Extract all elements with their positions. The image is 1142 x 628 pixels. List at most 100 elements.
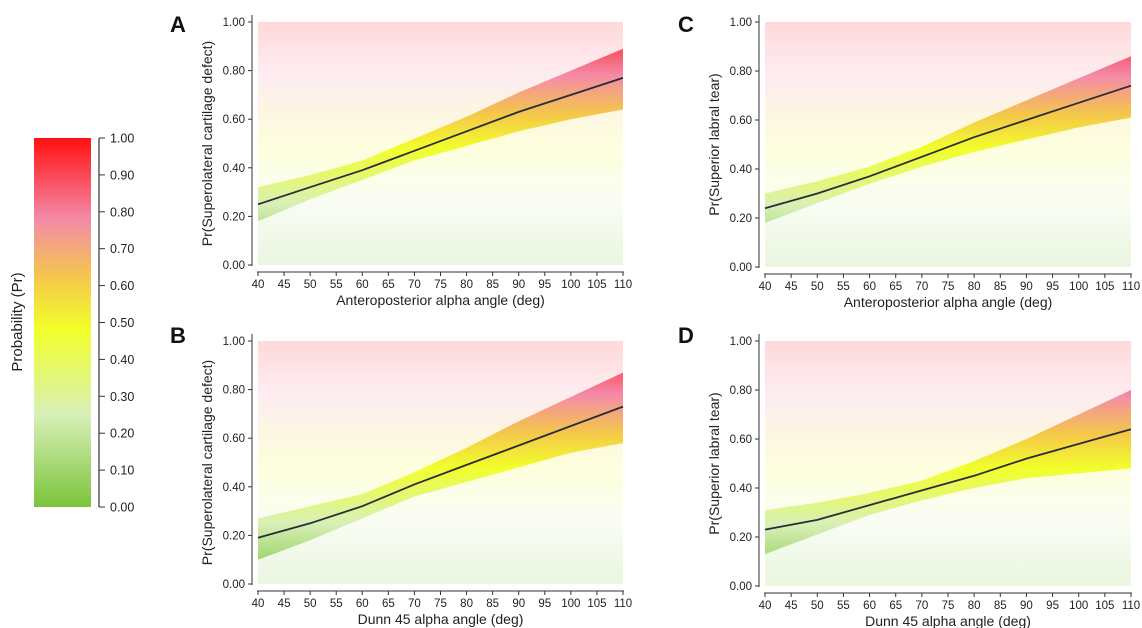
- colorbar-gradient: [34, 138, 91, 507]
- x-tick-label: 65: [889, 281, 902, 293]
- x-tick-label: 100: [1069, 281, 1088, 293]
- x-tick-label: 75: [942, 600, 955, 612]
- x-tick-label: 50: [304, 279, 317, 291]
- x-tick-label: 60: [356, 279, 369, 291]
- x-tick-label: 70: [915, 281, 928, 293]
- colorbar-tick-label: 0.60: [110, 279, 134, 293]
- y-tick-label: 1.00: [223, 17, 245, 29]
- x-tick-label: 100: [561, 279, 580, 291]
- x-tick-label: 55: [837, 281, 850, 293]
- x-tick-label: 40: [252, 598, 265, 610]
- x-tick-label: 90: [1020, 600, 1033, 612]
- x-tick-label: 45: [785, 600, 798, 612]
- x-tick-label: 90: [1020, 281, 1033, 293]
- panel-b: 0.00 0.20 0.40 0.60 0.80 1.00 40 45 50 55 60 65 70 75…: [170, 323, 632, 627]
- x-tick-label: 70: [408, 598, 421, 610]
- colorbar-tick-label: 0.90: [110, 168, 134, 182]
- y-tick-label: 0.40: [223, 482, 245, 494]
- x-tick-label: 70: [408, 279, 421, 291]
- y-tick-label: 1.00: [730, 17, 752, 29]
- x-tick-label: 110: [614, 279, 632, 291]
- x-tick-label: 40: [252, 279, 265, 291]
- colorbar-legend: Probability (Pr) 0.00 0.10 0.20 0.30 0.40 0.5…: [9, 132, 134, 515]
- y-tick-label: 0.40: [730, 164, 752, 176]
- y-axis-label: Pr(Superior labral tear): [706, 392, 722, 534]
- x-tick-label: 105: [587, 598, 606, 610]
- confidence-band: [258, 48, 623, 222]
- x-tick-label: 65: [889, 600, 902, 612]
- x-tick-label: 45: [278, 279, 291, 291]
- x-tick-label: 90: [512, 598, 525, 610]
- x-tick-label: 105: [587, 279, 606, 291]
- x-tick-label: 105: [1095, 281, 1114, 293]
- y-tick-label: 0.80: [223, 66, 245, 78]
- x-tick-label: 80: [460, 279, 473, 291]
- colorbar-tick-label: 0.50: [110, 316, 134, 330]
- x-axis-label: Anteroposterior alpha angle (deg): [844, 294, 1053, 310]
- x-tick-label: 85: [994, 281, 1007, 293]
- x-tick-label: 75: [434, 279, 447, 291]
- x-tick-label: 40: [759, 281, 772, 293]
- colorbar-tick-label: 0.80: [110, 205, 134, 219]
- x-tick-label: 60: [863, 600, 876, 612]
- panel-letter: D: [678, 323, 694, 348]
- x-tick-label: 40: [759, 600, 772, 612]
- confidence-band: [258, 372, 623, 560]
- x-tick-label: 80: [460, 598, 473, 610]
- y-tick-label: 0.80: [730, 385, 752, 397]
- x-tick-label: 100: [1069, 600, 1088, 612]
- x-tick-label: 85: [994, 600, 1007, 612]
- colorbar-tick-label: 0.40: [110, 353, 134, 367]
- probability-line: [257, 405, 624, 539]
- y-tick-label: 0.20: [730, 213, 752, 225]
- x-axis-label: Dunn 45 alpha angle (deg): [358, 611, 524, 627]
- x-tick-label: 80: [968, 281, 981, 293]
- colorbar-tick-label: 1.00: [110, 132, 134, 146]
- x-tick-label: 55: [330, 279, 343, 291]
- y-tick-label: 0.80: [223, 385, 245, 397]
- y-tick-label: 0.60: [223, 114, 245, 126]
- x-tick-label: 95: [1046, 281, 1059, 293]
- y-tick-label: 0.00: [223, 579, 245, 591]
- panel-a: 0.00 0.20 0.40 0.60 0.80 1.00 40 45 50 55 60 65 70 75…: [170, 12, 632, 308]
- y-axis-label: Pr(Superolateral cartilage defect): [199, 360, 215, 565]
- x-tick-label: 50: [304, 598, 317, 610]
- x-tick-label: 65: [382, 598, 395, 610]
- x-tick-label: 55: [330, 598, 343, 610]
- y-tick-label: 0.60: [730, 434, 752, 446]
- y-tick-label: 0.40: [223, 163, 245, 175]
- x-tick-label: 95: [1046, 600, 1059, 612]
- x-tick-label: 105: [1095, 600, 1114, 612]
- colorbar-ticks: 0.00 0.10 0.20 0.30 0.40 0.50 0.60 0.70 0.80 0.90…: [99, 132, 134, 515]
- y-tick-label: 0.00: [730, 581, 752, 593]
- x-tick-label: 45: [785, 281, 798, 293]
- x-tick-label: 110: [1122, 600, 1140, 612]
- y-tick-label: 0.00: [223, 260, 245, 272]
- panel-d: 0.00 0.20 0.40 0.60 0.80 1.00 40 45 50 55 60 65 70 75…: [678, 323, 1140, 628]
- x-tick-label: 85: [486, 598, 499, 610]
- x-tick-label: 70: [915, 600, 928, 612]
- colorbar-label: Probability (Pr): [9, 272, 26, 371]
- x-tick-label: 60: [863, 281, 876, 293]
- panel-letter: C: [678, 12, 694, 37]
- x-tick-label: 75: [942, 281, 955, 293]
- x-axis-label: Anteroposterior alpha angle (deg): [336, 292, 545, 308]
- x-tick-label: 80: [968, 600, 981, 612]
- x-tick-label: 75: [434, 598, 447, 610]
- x-tick-label: 95: [538, 279, 551, 291]
- y-tick-label: 0.80: [730, 66, 752, 78]
- x-tick-label: 50: [811, 281, 824, 293]
- panel-letter: A: [170, 12, 186, 37]
- y-tick-label: 1.00: [730, 336, 752, 348]
- y-tick-label: 0.60: [730, 115, 752, 127]
- probability-line: [764, 84, 1132, 210]
- x-tick-label: 50: [811, 600, 824, 612]
- colorbar-tick-label: 0.20: [110, 427, 134, 441]
- colorbar-tick-label: 0.10: [110, 464, 134, 478]
- y-axis-label: Pr(Superior labral tear): [706, 73, 722, 215]
- probability-line: [764, 428, 1132, 531]
- y-tick-label: 0.20: [223, 211, 245, 223]
- y-tick-label: 0.20: [223, 530, 245, 542]
- x-tick-label: 45: [278, 598, 291, 610]
